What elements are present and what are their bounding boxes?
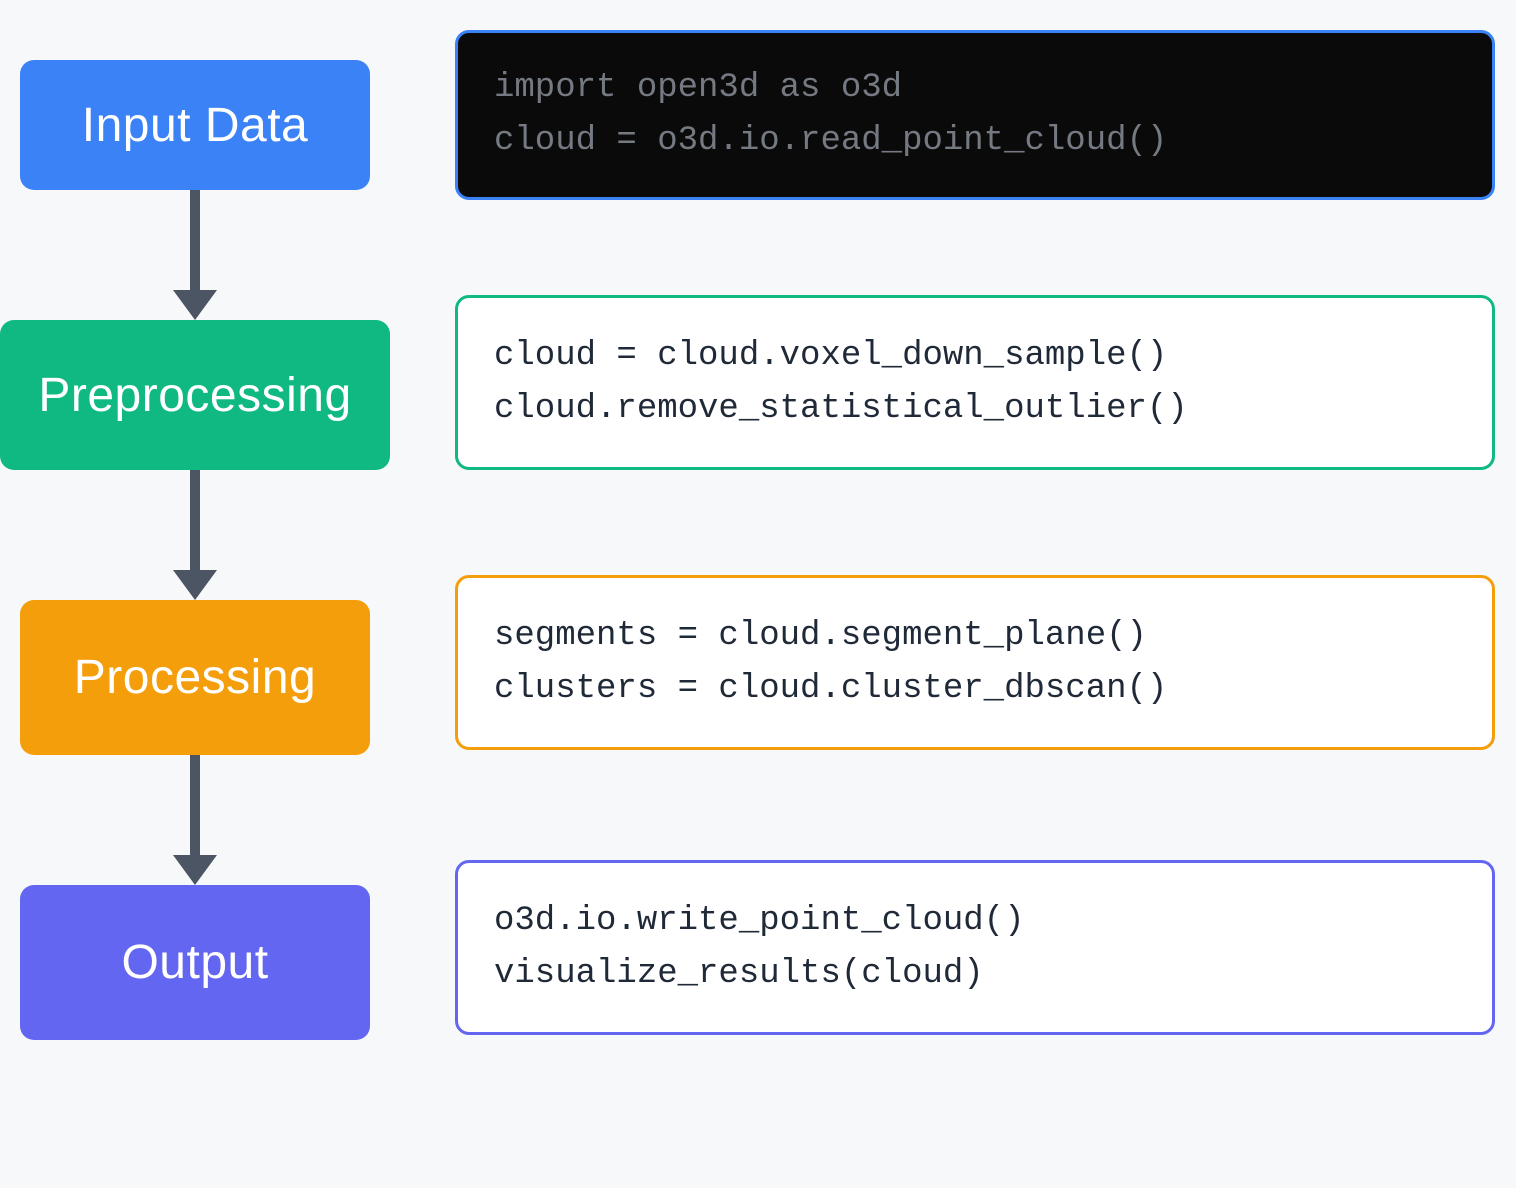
stage-label: Output xyxy=(121,935,268,990)
code-box-input: import open3d as o3d cloud = o3d.io.read… xyxy=(455,30,1495,200)
stage-processing: Processing xyxy=(20,600,370,755)
code-box-output: o3d.io.write_point_cloud() visualize_res… xyxy=(455,860,1495,1035)
code-box-processing: segments = cloud.segment_plane() cluster… xyxy=(455,575,1495,750)
code-line: cloud.remove_statistical_outlier() xyxy=(494,383,1456,436)
stage-label: Processing xyxy=(74,650,316,705)
arrow-down-icon xyxy=(173,470,217,600)
stage-input-data: Input Data xyxy=(20,60,370,190)
code-line: import open3d as o3d xyxy=(494,62,1456,115)
stage-label: Preprocessing xyxy=(38,368,351,423)
arrow-down-icon xyxy=(173,755,217,885)
code-line: cloud = cloud.voxel_down_sample() xyxy=(494,330,1456,383)
code-line: clusters = cloud.cluster_dbscan() xyxy=(494,663,1456,716)
code-line: visualize_results(cloud) xyxy=(494,948,1456,1001)
stage-output: Output xyxy=(20,885,370,1040)
stage-preprocessing: Preprocessing xyxy=(0,320,390,470)
code-line: segments = cloud.segment_plane() xyxy=(494,610,1456,663)
arrow-down-icon xyxy=(173,190,217,320)
code-line: cloud = o3d.io.read_point_cloud() xyxy=(494,115,1456,168)
stage-label: Input Data xyxy=(82,98,308,153)
code-box-preprocessing: cloud = cloud.voxel_down_sample() cloud.… xyxy=(455,295,1495,470)
code-line: o3d.io.write_point_cloud() xyxy=(494,895,1456,948)
